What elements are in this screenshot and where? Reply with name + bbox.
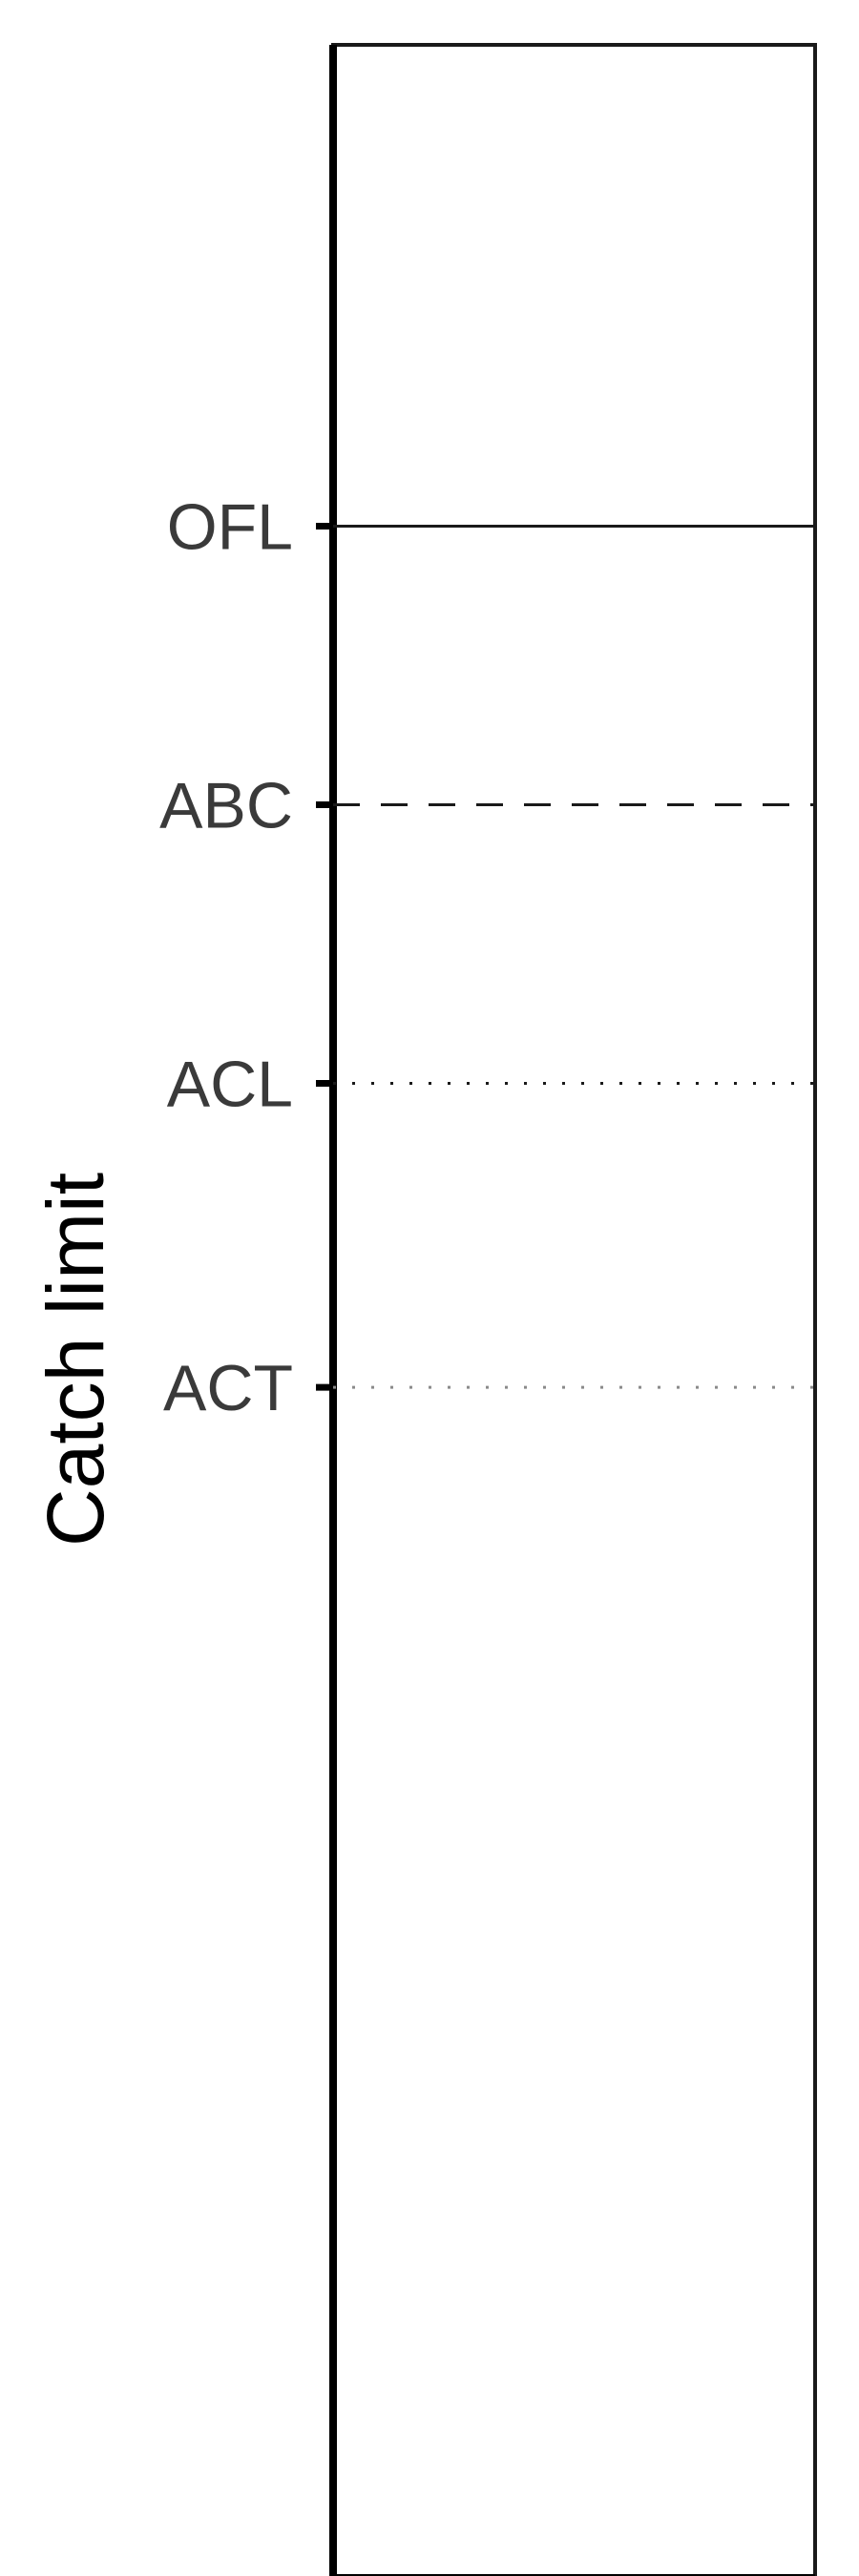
y-tick-label-ofl: OFL xyxy=(167,490,293,563)
y-tick-label-acl: ACL xyxy=(167,1048,293,1120)
y-tick-label-act: ACT xyxy=(163,1352,293,1424)
y-tick-label-abc: ABC xyxy=(159,769,293,841)
y-axis-title: Catch limit xyxy=(31,1173,120,1547)
plot-panel-border xyxy=(331,43,817,2576)
